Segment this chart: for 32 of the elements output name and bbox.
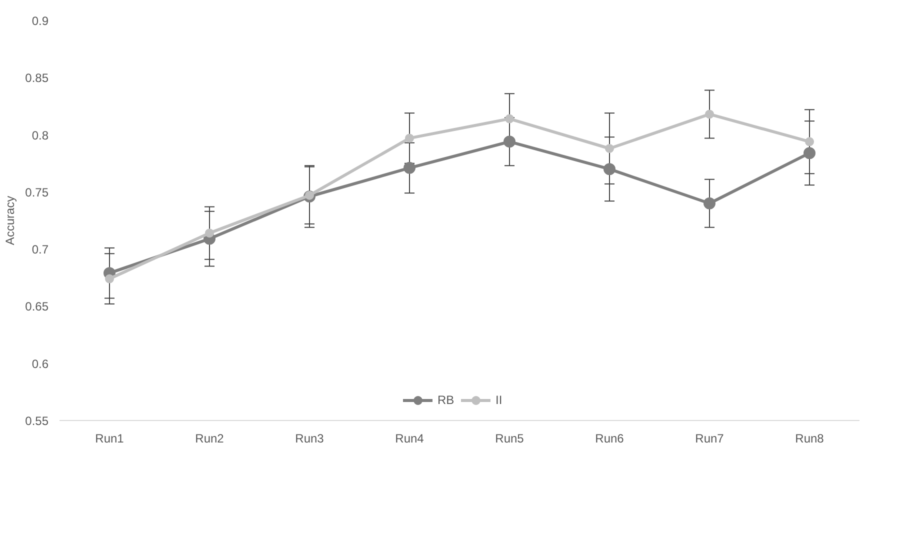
y-tick-label: 0.7 bbox=[32, 242, 49, 257]
point bbox=[505, 114, 514, 124]
x-tick-label: Run3 bbox=[295, 432, 324, 446]
point bbox=[404, 162, 416, 174]
y-tick-label: 0.85 bbox=[25, 71, 49, 86]
y-tick-label: 0.8 bbox=[32, 128, 49, 142]
y-tick-label: 0.6 bbox=[32, 356, 49, 371]
x-tick-label: Run2 bbox=[195, 432, 224, 446]
y-tick-label: 0.55 bbox=[25, 414, 49, 428]
y-tick-label: 0.75 bbox=[25, 185, 49, 200]
point bbox=[605, 144, 614, 153]
point bbox=[604, 163, 616, 176]
x-tick-label: Run7 bbox=[695, 432, 724, 446]
legend-label: II bbox=[496, 393, 504, 407]
point bbox=[105, 274, 114, 284]
point bbox=[504, 136, 516, 148]
y-tick-label: 0.65 bbox=[25, 300, 49, 314]
legend-label: RB bbox=[438, 393, 456, 407]
x-tick-label: Run6 bbox=[595, 432, 624, 446]
y-axis-title: Accuracy bbox=[3, 196, 18, 246]
point bbox=[305, 190, 314, 200]
x-tick-label: Run4 bbox=[395, 432, 424, 446]
x-tick-label: Run5 bbox=[495, 432, 524, 446]
x-tick-label: Run8 bbox=[795, 432, 824, 446]
point bbox=[804, 147, 816, 160]
point bbox=[704, 197, 716, 210]
point bbox=[405, 134, 414, 143]
x-tick-label: Run1 bbox=[95, 432, 124, 446]
y-tick-label: 0.9 bbox=[32, 14, 49, 28]
point bbox=[805, 137, 814, 146]
point bbox=[205, 228, 214, 238]
point bbox=[705, 110, 714, 119]
